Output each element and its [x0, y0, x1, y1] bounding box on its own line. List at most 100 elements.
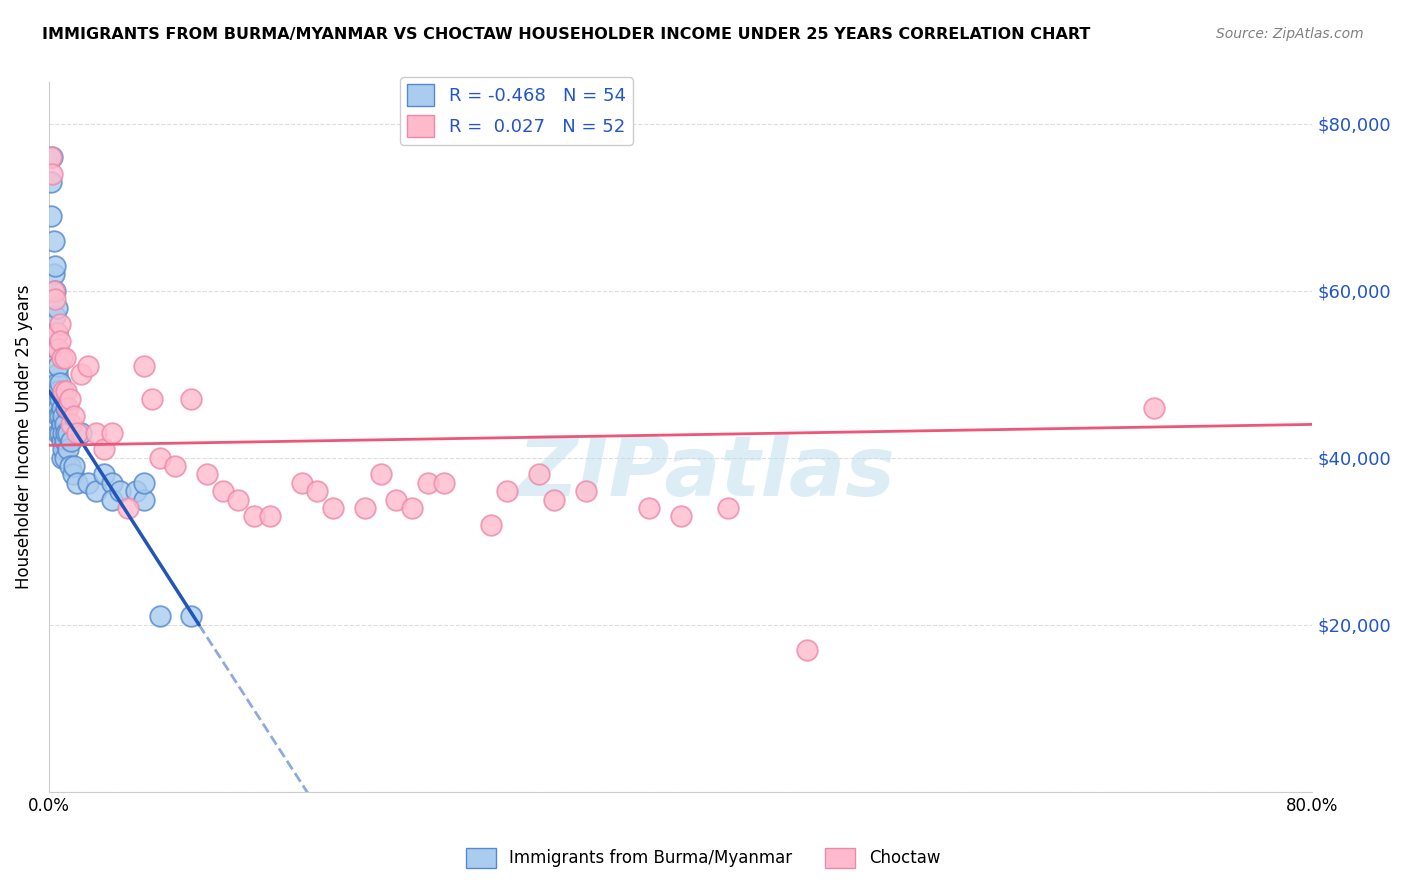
Point — [416, 475, 439, 490]
Y-axis label: Householder Income Under 25 years: Householder Income Under 25 years — [15, 285, 32, 590]
Point — [433, 475, 456, 490]
Point — [86, 484, 108, 499]
Point — [52, 442, 75, 457]
Point — [496, 484, 519, 499]
Point — [307, 484, 329, 499]
Point — [141, 392, 163, 407]
Point — [58, 459, 80, 474]
Point — [353, 500, 375, 515]
Point — [48, 409, 70, 423]
Point — [42, 267, 65, 281]
Point — [58, 392, 80, 407]
Point — [44, 259, 66, 273]
Point — [60, 417, 83, 432]
Point — [49, 376, 72, 390]
Point — [39, 209, 62, 223]
Point — [132, 475, 155, 490]
Text: ZIPatlas: ZIPatlas — [517, 432, 894, 513]
Point — [45, 368, 67, 382]
Point — [55, 401, 77, 415]
Point — [228, 492, 250, 507]
Point — [56, 425, 79, 440]
Point — [41, 150, 63, 164]
Point — [42, 284, 65, 298]
Point — [1143, 401, 1166, 415]
Point — [49, 425, 72, 440]
Point — [108, 484, 131, 499]
Point — [41, 167, 63, 181]
Point — [49, 392, 72, 407]
Point — [53, 450, 76, 465]
Point — [195, 467, 218, 482]
Point — [575, 484, 598, 499]
Point — [45, 326, 67, 340]
Point — [165, 459, 187, 474]
Point — [49, 334, 72, 348]
Point — [49, 409, 72, 423]
Point — [51, 351, 73, 365]
Point — [211, 484, 233, 499]
Point — [45, 392, 67, 407]
Point — [56, 401, 79, 415]
Text: IMMIGRANTS FROM BURMA/MYANMAR VS CHOCTAW HOUSEHOLDER INCOME UNDER 25 YEARS CORRE: IMMIGRANTS FROM BURMA/MYANMAR VS CHOCTAW… — [42, 27, 1091, 42]
Point — [322, 500, 344, 515]
Point — [51, 450, 73, 465]
Point — [527, 467, 550, 482]
Point — [42, 234, 65, 248]
Point — [48, 401, 70, 415]
Point — [55, 384, 77, 398]
Point — [77, 359, 100, 373]
Point — [48, 359, 70, 373]
Point — [39, 175, 62, 189]
Point — [45, 376, 67, 390]
Point — [49, 317, 72, 331]
Point — [132, 492, 155, 507]
Point — [93, 442, 115, 457]
Point — [180, 392, 202, 407]
Point — [66, 475, 89, 490]
Legend: R = -0.468   N = 54, R =  0.027   N = 52: R = -0.468 N = 54, R = 0.027 N = 52 — [399, 77, 633, 145]
Point — [717, 500, 740, 515]
Point — [51, 401, 73, 415]
Point — [45, 326, 67, 340]
Point — [48, 343, 70, 357]
Point — [86, 425, 108, 440]
Point — [543, 492, 565, 507]
Point — [48, 384, 70, 398]
Point — [385, 492, 408, 507]
Text: Source: ZipAtlas.com: Source: ZipAtlas.com — [1216, 27, 1364, 41]
Point — [479, 517, 502, 532]
Point — [148, 450, 170, 465]
Point — [101, 475, 124, 490]
Point — [66, 425, 89, 440]
Point — [291, 475, 314, 490]
Point — [55, 425, 77, 440]
Point — [51, 434, 73, 449]
Point — [63, 409, 86, 423]
Point — [53, 417, 76, 432]
Point — [125, 484, 148, 499]
Point — [44, 292, 66, 306]
Point — [117, 500, 139, 515]
Point — [52, 425, 75, 440]
Point — [62, 467, 84, 482]
Point — [53, 351, 76, 365]
Point — [148, 609, 170, 624]
Point — [796, 642, 818, 657]
Point — [101, 492, 124, 507]
Point — [401, 500, 423, 515]
Point — [69, 425, 91, 440]
Point — [53, 434, 76, 449]
Point — [52, 384, 75, 398]
Legend: Immigrants from Burma/Myanmar, Choctaw: Immigrants from Burma/Myanmar, Choctaw — [458, 841, 948, 875]
Point — [259, 509, 281, 524]
Point — [93, 467, 115, 482]
Point — [638, 500, 661, 515]
Point — [669, 509, 692, 524]
Point — [44, 284, 66, 298]
Point — [69, 368, 91, 382]
Point — [180, 609, 202, 624]
Point — [60, 434, 83, 449]
Point — [45, 301, 67, 315]
Point — [45, 343, 67, 357]
